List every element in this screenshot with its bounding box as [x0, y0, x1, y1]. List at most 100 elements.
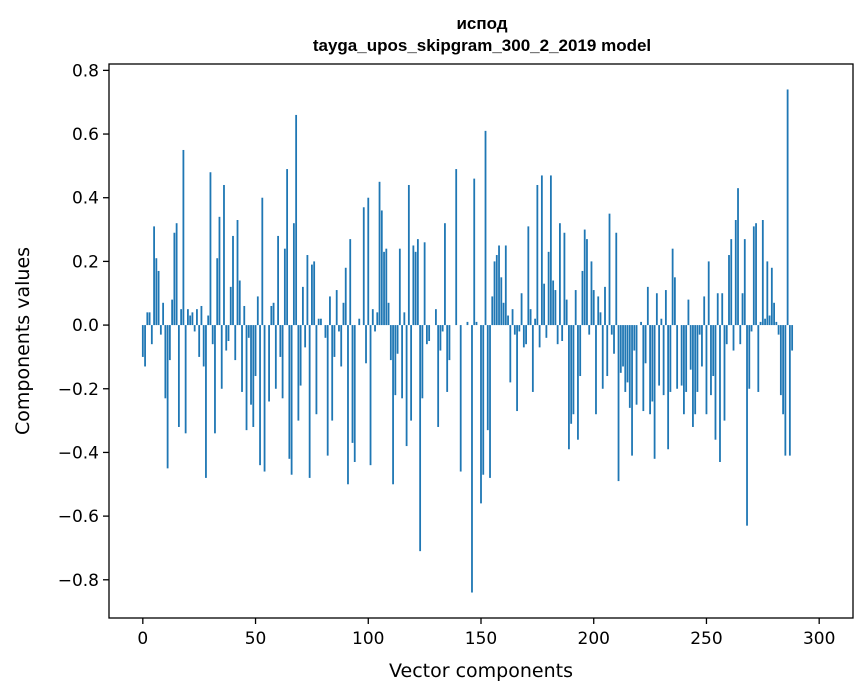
- bar-251: [707, 261, 710, 326]
- bar-series: [141, 89, 794, 593]
- bar-179: [545, 325, 548, 338]
- bar-135: [446, 325, 449, 392]
- bar-270: [750, 325, 753, 332]
- y-tick-label-8: 0.8: [72, 61, 99, 81]
- bar-203: [599, 312, 602, 326]
- bar-62: [281, 325, 284, 399]
- bar-64: [286, 169, 289, 326]
- bar-66: [290, 325, 293, 475]
- bar-59: [274, 325, 277, 389]
- bar-281: [775, 321, 778, 326]
- bar-174: [534, 318, 537, 326]
- bar-222: [642, 325, 645, 412]
- bar-246: [696, 325, 699, 392]
- y-tick-label-4: 0.0: [72, 316, 99, 336]
- bar-167: [518, 325, 521, 332]
- bar-15: [175, 223, 178, 326]
- bar-196: [583, 229, 586, 326]
- bar-0: [141, 325, 144, 357]
- bar-171: [527, 226, 530, 326]
- bar-245: [694, 325, 697, 415]
- bar-184: [556, 325, 559, 345]
- bar-14: [173, 232, 176, 326]
- bar-219: [635, 325, 638, 405]
- bar-49: [252, 325, 255, 427]
- bar-16: [177, 325, 180, 427]
- bar-132: [439, 325, 442, 351]
- bar-11: [166, 325, 169, 469]
- bar-86: [335, 290, 338, 326]
- bar-23: [193, 325, 196, 332]
- bar-123: [419, 325, 422, 552]
- bar-150: [480, 325, 482, 504]
- bar-258: [723, 325, 726, 421]
- bar-36: [223, 184, 225, 326]
- bar-68: [295, 114, 298, 326]
- bar-161: [504, 245, 507, 326]
- bar-42: [236, 220, 239, 326]
- bar-124: [421, 325, 424, 399]
- bar-94: [353, 325, 356, 462]
- bar-197: [586, 239, 588, 326]
- bar-131: [437, 325, 440, 427]
- bar-37: [225, 325, 228, 351]
- bar-82: [326, 325, 329, 456]
- x-tick-label-0: 0: [137, 629, 148, 649]
- bar-280: [773, 302, 775, 326]
- bar-215: [626, 325, 629, 383]
- bar-45: [243, 305, 246, 326]
- bar-216: [628, 325, 631, 408]
- bar-71: [301, 286, 304, 326]
- bar-235: [671, 248, 674, 326]
- bar-108: [385, 248, 388, 326]
- bar-17: [180, 309, 183, 326]
- bar-211: [617, 325, 620, 482]
- bar-81: [324, 325, 327, 338]
- bar-72: [304, 325, 307, 348]
- y-tick-label-0: −0.8: [58, 571, 99, 591]
- bar-146: [471, 325, 473, 593]
- bar-212: [619, 325, 622, 373]
- bar-255: [716, 293, 719, 326]
- bar-240: [683, 325, 685, 415]
- x-tick-label-300: 300: [803, 629, 835, 649]
- bar-12: [168, 325, 171, 361]
- bar-279: [770, 267, 773, 326]
- x-axis-label: Vector components: [389, 660, 573, 682]
- bar-120: [412, 245, 415, 326]
- bar-84: [331, 325, 334, 421]
- bar-9: [162, 302, 165, 326]
- bar-285: [784, 325, 787, 456]
- bar-105: [378, 181, 381, 326]
- y-tick-label-2: −0.4: [58, 443, 99, 463]
- bar-229: [658, 325, 661, 386]
- bar-250: [705, 325, 708, 415]
- bar-102: [371, 309, 374, 326]
- bar-163: [509, 325, 512, 383]
- bar-233: [667, 325, 670, 450]
- bar-244: [692, 325, 694, 427]
- bar-217: [631, 325, 633, 456]
- bar-223: [644, 325, 647, 364]
- bar-29: [207, 315, 210, 326]
- bar-192: [574, 290, 577, 326]
- bar-282: [777, 325, 780, 335]
- bar-26: [200, 305, 203, 326]
- bar-67: [292, 223, 295, 326]
- bar-156: [493, 261, 496, 326]
- bar-230: [660, 318, 663, 326]
- bar-18: [182, 149, 185, 326]
- bar-202: [597, 296, 600, 326]
- x-tick-label-50: 50: [245, 629, 267, 649]
- bar-199: [590, 261, 593, 326]
- bar-243: [689, 325, 692, 370]
- bar-268: [746, 325, 748, 526]
- bar-92: [349, 239, 352, 326]
- bar-25: [198, 325, 201, 357]
- bar-288: [791, 325, 794, 351]
- bar-111: [392, 325, 394, 485]
- bar-208: [610, 325, 613, 335]
- bar-79: [320, 318, 322, 326]
- bar-273: [757, 325, 760, 392]
